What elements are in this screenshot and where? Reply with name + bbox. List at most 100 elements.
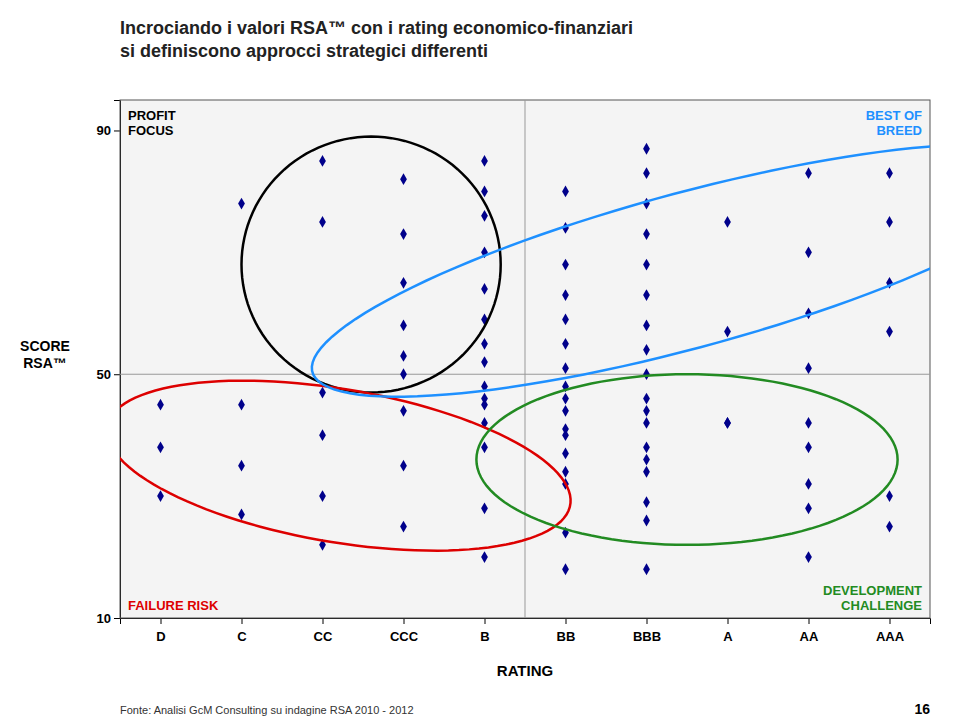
y-tick: 10 — [97, 611, 120, 626]
point — [805, 167, 812, 179]
title-line: si definiscono approcci strategici diffe… — [120, 41, 488, 61]
y-tick: 50 — [97, 367, 120, 382]
point — [805, 551, 812, 563]
point — [643, 441, 650, 453]
x-tick: AAA — [876, 618, 905, 644]
point — [562, 405, 569, 417]
point — [643, 198, 650, 210]
x-tick: B — [480, 618, 489, 644]
point — [643, 320, 650, 332]
point — [562, 448, 569, 460]
x-tick-mark — [404, 618, 405, 624]
y-tick-mark — [114, 618, 120, 619]
region-label: BEST OFBREED — [866, 108, 922, 138]
point — [562, 429, 569, 441]
title: Incrociando i valori RSA™ con i rating e… — [120, 18, 633, 61]
x-tick: BBB — [633, 618, 661, 644]
point — [886, 216, 893, 228]
point — [643, 259, 650, 271]
point — [400, 320, 407, 332]
point — [643, 515, 650, 527]
x-tick-mark — [809, 618, 810, 624]
point — [724, 417, 731, 429]
point — [562, 186, 569, 198]
point — [643, 368, 650, 380]
region-label-line: BEST OF — [866, 108, 922, 123]
y-tick-mark — [114, 374, 120, 375]
x-tick: BB — [557, 618, 576, 644]
point — [562, 563, 569, 575]
region-label-line: PROFIT — [128, 108, 176, 123]
point — [643, 454, 650, 466]
point — [805, 246, 812, 258]
y-axis-label-line: RSA™ — [23, 355, 67, 371]
point — [805, 362, 812, 374]
point — [238, 399, 245, 411]
x-tick-mark — [647, 618, 648, 624]
point — [319, 155, 326, 167]
x-tick-label: CC — [314, 629, 333, 644]
x-tick: AA — [800, 618, 819, 644]
point — [319, 490, 326, 502]
y-tick-label: 10 — [97, 611, 111, 626]
point — [643, 496, 650, 508]
point — [643, 417, 650, 429]
region-label: FAILURE RISK — [128, 598, 219, 613]
point — [724, 216, 731, 228]
point — [643, 405, 650, 417]
x-tick: C — [237, 618, 247, 644]
y-tick-label: 90 — [97, 123, 111, 138]
region-label-line: FAILURE RISK — [128, 598, 219, 613]
title-line: Incrociando i valori RSA™ con i rating e… — [120, 18, 633, 38]
point — [238, 509, 245, 521]
point — [400, 405, 407, 417]
point — [400, 350, 407, 362]
point — [724, 326, 731, 338]
point — [319, 387, 326, 399]
page-number: 16 — [914, 701, 930, 717]
x-axis-label: RATING — [497, 662, 553, 679]
y-axis-label: SCORERSA™ — [20, 338, 70, 371]
point — [157, 490, 164, 502]
point — [481, 356, 488, 368]
point — [481, 502, 488, 514]
point — [481, 210, 488, 222]
axis-domain — [121, 619, 931, 625]
point — [400, 277, 407, 289]
point — [157, 441, 164, 453]
point — [805, 478, 812, 490]
point — [400, 368, 407, 380]
footnote: Fonte: Analisi GcM Consulting su indagin… — [120, 704, 414, 716]
point — [886, 490, 893, 502]
point — [562, 259, 569, 271]
y-tick: 90 — [97, 123, 120, 138]
point — [400, 460, 407, 472]
point — [481, 155, 488, 167]
point — [805, 441, 812, 453]
x-tick-label: CCC — [390, 629, 419, 644]
region-label-line: CHALLENGE — [841, 598, 922, 613]
marks — [120, 100, 930, 618]
point — [562, 393, 569, 405]
plot: 105090DCCCCCCBBBBBBAAAAAAPROFITFOCUSFAIL… — [97, 100, 960, 644]
x-tick-mark — [323, 618, 324, 624]
point — [400, 228, 407, 240]
point — [886, 167, 893, 179]
point — [643, 228, 650, 240]
point — [886, 326, 893, 338]
x-tick-mark — [161, 618, 162, 624]
region-ellipse — [312, 145, 930, 397]
point — [481, 283, 488, 295]
x-tick-mark — [242, 618, 243, 624]
point — [643, 466, 650, 478]
x-tick: CC — [314, 618, 333, 644]
x-tick-label: B — [480, 629, 489, 644]
point — [643, 563, 650, 575]
x-tick-label: AAA — [876, 629, 905, 644]
region-ellipse — [476, 374, 897, 545]
x-tick: A — [723, 618, 733, 644]
x-tick-mark — [485, 618, 486, 624]
x-tick-label: BB — [557, 629, 576, 644]
x-tick-mark — [890, 618, 891, 624]
x-tick: CCC — [390, 618, 419, 644]
